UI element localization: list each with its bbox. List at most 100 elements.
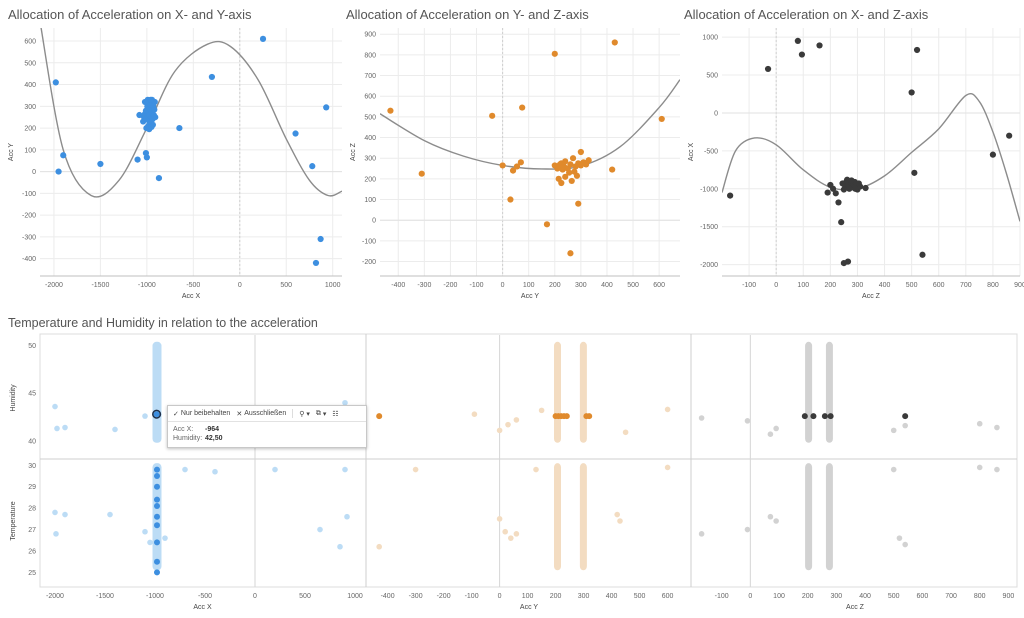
y-tick-label: -1500 — [700, 224, 718, 231]
highlighted-point — [153, 411, 160, 418]
data-point — [502, 528, 509, 535]
chart-title-xz: Allocation of Acceleration on X- and Z-a… — [684, 7, 929, 22]
chart-yz[interactable]: -400 -300 -200 -100 0 100 200 300 400 500 600 -200 -… — [345, 22, 685, 312]
data-point — [773, 518, 779, 524]
exclude-button[interactable]: ✕ Ausschließen — [236, 410, 286, 418]
y-axis-label: Acc Z — [350, 142, 357, 161]
data-point — [658, 115, 665, 123]
data-point — [848, 177, 855, 184]
y-tick-label: 900 — [364, 32, 376, 39]
data-point — [272, 466, 278, 473]
data-point — [509, 167, 517, 174]
x-tick-label: -300 — [409, 593, 423, 600]
data-point — [698, 415, 705, 421]
highlighted-point — [154, 522, 160, 529]
x-tick-label: 200 — [550, 593, 562, 600]
y-tick-label: 300 — [364, 156, 376, 163]
data-point — [507, 196, 514, 203]
view-data-button[interactable]: ☷ — [332, 410, 338, 418]
x-tick-label: -400 — [391, 282, 405, 289]
y-tick-label: 45 — [28, 391, 36, 398]
paperclip-icon: ⚲ — [299, 410, 305, 418]
data-point — [62, 424, 68, 431]
data-point — [824, 189, 831, 196]
x-axis-label: Acc X — [193, 604, 212, 611]
data-point — [154, 535, 160, 541]
data-point — [838, 219, 845, 226]
highlighted-point — [827, 413, 834, 420]
data-point — [976, 464, 983, 471]
x-tick-label: -200 — [437, 593, 451, 600]
data-point — [317, 526, 323, 533]
data-point — [577, 148, 584, 156]
group-members-button[interactable]: ⚲ ▾ — [299, 410, 310, 418]
data-point — [208, 73, 216, 81]
dense-point-band — [825, 463, 833, 571]
chart-xz[interactable]: -100 0 100 200 300 400 500 600 700 800 900-2000-15… — [685, 22, 1024, 312]
y-tick-label: 400 — [364, 135, 376, 142]
create-set-button[interactable]: ⧉ ▾ — [316, 410, 327, 418]
x-tick-label: 100 — [522, 593, 534, 600]
plot-xy: -2000 -1500 -1000 -500 0 500 1000-400-300-200-… — [8, 28, 342, 300]
x-tick-label: -400 — [381, 593, 395, 600]
y-tick-label: 800 — [364, 52, 376, 59]
close-icon: ✕ — [236, 410, 243, 418]
data-point — [562, 173, 569, 180]
x-tick-label: 100 — [773, 593, 785, 600]
x-tick-label: -500 — [186, 282, 200, 289]
y-tick-label: -100 — [22, 191, 36, 198]
data-point — [551, 50, 558, 57]
data-point — [767, 431, 774, 437]
y-tick-label: 40 — [28, 438, 36, 445]
data-point — [505, 421, 511, 428]
data-point — [471, 411, 478, 417]
data-point — [513, 417, 520, 423]
data-point — [52, 509, 58, 516]
x-tick-label: -100 — [465, 593, 479, 600]
x-tick-label: 1000 — [325, 282, 341, 289]
tooltip-value: -964 — [205, 426, 220, 433]
exclude-label: Ausschließen — [244, 410, 287, 417]
data-point — [664, 464, 671, 471]
dense-point-band — [152, 341, 162, 443]
data-point — [62, 511, 68, 518]
highlighted-point — [154, 539, 160, 546]
dense-point-band — [805, 463, 813, 571]
x-tick-label: 900 — [1014, 282, 1024, 289]
trend-line — [380, 79, 680, 170]
y-tick-label: 25 — [28, 570, 36, 577]
data-point — [994, 424, 1000, 431]
highlighted-point — [801, 413, 808, 420]
tooltip: ✓ Nur beibehalten ✕ Ausschließen ⚲ ▾ ⧉ ▾… — [167, 405, 367, 448]
x-tick-label: 200 — [802, 593, 814, 600]
data-point — [154, 518, 160, 524]
data-point — [567, 161, 574, 168]
y-tick-label: 700 — [364, 73, 376, 80]
data-point — [55, 168, 62, 175]
data-point — [1006, 132, 1013, 139]
data-point — [840, 186, 848, 193]
data-point — [182, 466, 188, 473]
check-icon: ✓ — [173, 410, 179, 418]
chart-xy[interactable]: -2000 -1500 -1000 -500 0 500 1000-400-300-200-… — [0, 22, 345, 312]
data-point — [911, 169, 918, 176]
chart-title-yz: Allocation of Acceleration on Y- and Z-a… — [346, 7, 589, 22]
data-point — [513, 531, 520, 537]
plot-xz: -100 0 100 200 300 400 500 600 700 800 900-2000-15… — [688, 28, 1024, 300]
x-tick-label: 0 — [748, 593, 752, 600]
data-point — [309, 163, 316, 170]
chart-temp-humidity[interactable]: 40 45 50 Humidity 25 26 27 28 29 30 Temperature -20… — [0, 333, 1024, 618]
x-tick-label: 300 — [575, 282, 587, 289]
x-tick-label: 300 — [831, 593, 843, 600]
data-point — [97, 160, 104, 168]
data-point — [908, 89, 915, 96]
x-tick-label: -2000 — [45, 282, 63, 289]
x-tick-label: -100 — [715, 593, 729, 600]
x-tick-label: -200 — [443, 282, 457, 289]
data-point — [698, 531, 705, 537]
keep-only-button[interactable]: ✓ Nur beibehalten — [173, 410, 230, 418]
x-tick-label: 900 — [1003, 593, 1015, 600]
tooltip-body: Acc X: -964 Humidity: 42,50 — [168, 422, 366, 447]
panel-acc-y: -400 -300 -200 -100 0 100 200 300 400 500 600 Acc Y — [376, 335, 674, 611]
highlighted-point — [902, 413, 909, 420]
